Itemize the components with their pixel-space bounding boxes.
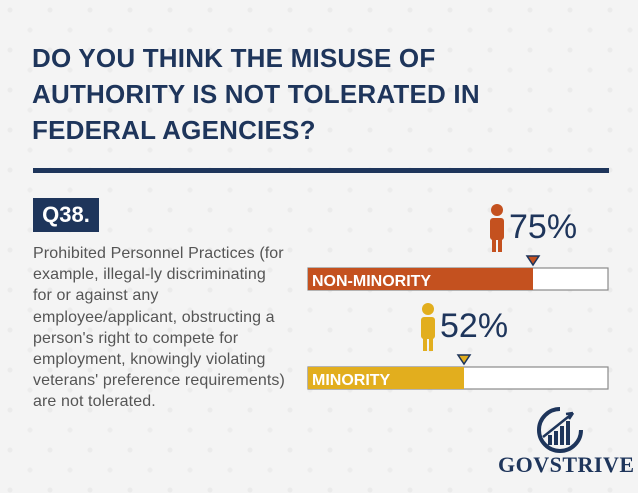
value-label-minority: 52% [440, 307, 508, 345]
person-body-icon-non-minority [490, 218, 504, 240]
person-leg-left-icon-minority [423, 337, 427, 351]
govstrive-logo-icon [537, 407, 583, 453]
person-body-icon-minority [421, 317, 435, 339]
person-head-icon-minority [422, 303, 434, 315]
person-leg-right-icon-minority [429, 337, 433, 351]
question-text: Prohibited Personnel Practices (for exam… [33, 245, 285, 411]
value-marker-non-minority [525, 255, 541, 267]
bar-minority [308, 367, 464, 389]
value-label-non-minority: 75% [509, 208, 577, 246]
bar-non-minority [308, 268, 533, 290]
title-divider [33, 168, 609, 173]
value-marker-minority [456, 354, 472, 366]
bar-label-minority: MINORITY [312, 372, 391, 389]
question-number-badge: Q38. [33, 198, 99, 232]
person-leg-left-icon-non-minority [492, 238, 496, 252]
page-title: DO YOU THINK THE MISUSE OF AUTHORITY IS … [32, 43, 480, 145]
brand-name: GOVSTRIVE [498, 452, 635, 477]
person-head-icon-non-minority [491, 204, 503, 216]
bar-label-non-minority: NON-MINORITY [312, 273, 431, 290]
bar-chart: NON-MINORITY 75% MINORITY 52% [307, 204, 609, 390]
person-leg-right-icon-non-minority [498, 238, 502, 252]
